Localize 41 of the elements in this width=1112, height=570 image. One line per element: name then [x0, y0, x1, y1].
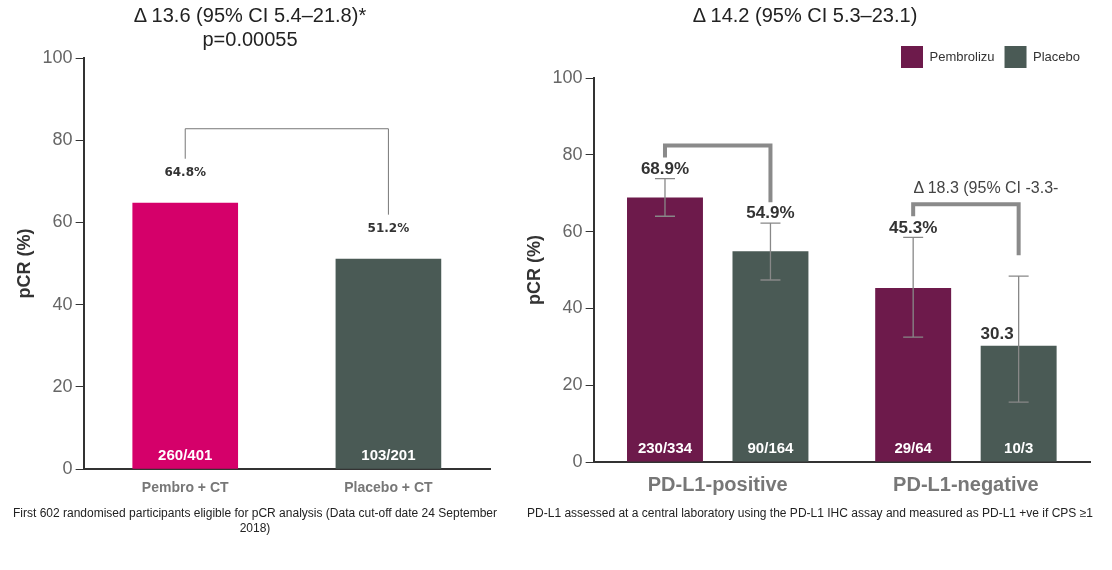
y-tick-label: 0: [572, 450, 583, 471]
chart-title: Δ 13.6 (95% CI 5.4–21.8)*: [133, 3, 367, 26]
legend-label: Pembrolizu: [929, 48, 995, 64]
text: PD-L1 assessed at a central laboratory using the PD-L1 IHC assay and measured as PD-L1 +ve if CPS ≥1: [526, 506, 1094, 521]
annotation: 103/201: [361, 445, 416, 463]
y-tick-label: 20: [562, 374, 583, 395]
y-tick-label: 100: [42, 46, 73, 67]
x-tick-label: PD-L1-negative: [893, 472, 1039, 495]
data-label: 64.8%: [164, 164, 207, 179]
x-tick-label: PD-L1-positive: [647, 472, 788, 495]
y-tick-label: 60: [52, 211, 73, 232]
chart-title: Δ 14.2 (95% CI 5.3–23.1): [692, 3, 918, 26]
y-tick-label: 20: [52, 375, 73, 396]
y-tick-label: 100: [552, 66, 583, 87]
chart-subtitle: p=0.00055: [202, 27, 298, 50]
y-tick-label: 60: [562, 220, 583, 241]
data-label: 45.3%: [889, 217, 938, 237]
bar: [980, 345, 1057, 462]
annotation: 90/164: [747, 438, 795, 456]
y-axis-title: pCR (%): [523, 235, 544, 305]
bar: [732, 251, 809, 462]
y-tick-label: 80: [52, 129, 73, 150]
legend-label: Placebo: [1033, 48, 1081, 64]
data-label: 68.9%: [640, 158, 690, 178]
text: First 602 randomised participants eligible for pCR analysis (Data cut-off date 24 September 2018): [12, 506, 498, 536]
data-label: 51.2%: [367, 220, 410, 235]
annotation: 29/64: [894, 438, 933, 456]
annotation: 10/3: [1004, 438, 1034, 456]
x-tick-label: Placebo + CT: [344, 479, 434, 496]
data-label: 54.9%: [746, 203, 795, 223]
x-tick-label: Pembro + CT: [141, 479, 230, 496]
annotation: 260/401: [158, 445, 213, 463]
y-axis-title: pCR (%): [13, 228, 34, 299]
y-tick-label: 40: [52, 293, 73, 314]
y-tick-label: 80: [562, 143, 583, 164]
annotation: 230/334: [637, 438, 693, 456]
y-tick-label: 0: [62, 458, 73, 479]
data-label: 30.3: [980, 323, 1014, 343]
bar: [875, 288, 952, 462]
y-tick-label: 40: [562, 297, 583, 318]
annotation: Δ 18.3 (95% CI -3.3-: [913, 178, 1059, 196]
